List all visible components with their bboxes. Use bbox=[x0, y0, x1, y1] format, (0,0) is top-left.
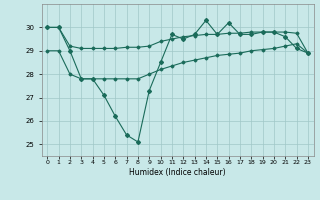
X-axis label: Humidex (Indice chaleur): Humidex (Indice chaleur) bbox=[129, 168, 226, 177]
